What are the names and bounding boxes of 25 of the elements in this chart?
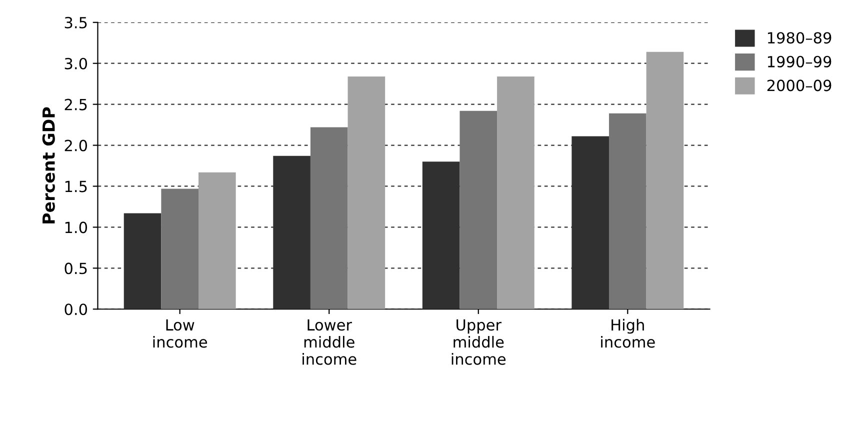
bar <box>124 213 162 310</box>
legend-label: 2000–09 <box>767 80 832 92</box>
x-tick-label: Low income <box>153 319 208 348</box>
bar <box>161 188 199 310</box>
y-tick-label: 1.5 <box>65 180 87 192</box>
y-tick-label: 2.5 <box>64 98 87 110</box>
bar <box>348 76 386 310</box>
x-tick-label: Upper middle income <box>452 319 506 365</box>
bar <box>198 172 236 310</box>
bar <box>310 127 348 310</box>
y-tick-label: 2.0 <box>64 140 88 152</box>
legend-label: 1990–99 <box>768 56 832 68</box>
legend-label: 1980–89 <box>768 32 832 44</box>
x-tick-label: Lower middle income <box>302 319 356 365</box>
bar <box>646 52 684 310</box>
y-tick-label: 1.0 <box>65 222 88 234</box>
y-tick-label: 3.0 <box>64 58 88 70</box>
y-tick-label: 0.0 <box>64 304 88 316</box>
y-tick-label: 0.5 <box>64 262 87 274</box>
bar <box>608 113 646 310</box>
x-tick-label: High income <box>601 318 655 348</box>
y-tick-label: 3.5 <box>64 16 87 28</box>
bar <box>460 110 498 310</box>
bar <box>497 76 534 310</box>
y-axis-title: Percent GDP <box>42 107 55 224</box>
